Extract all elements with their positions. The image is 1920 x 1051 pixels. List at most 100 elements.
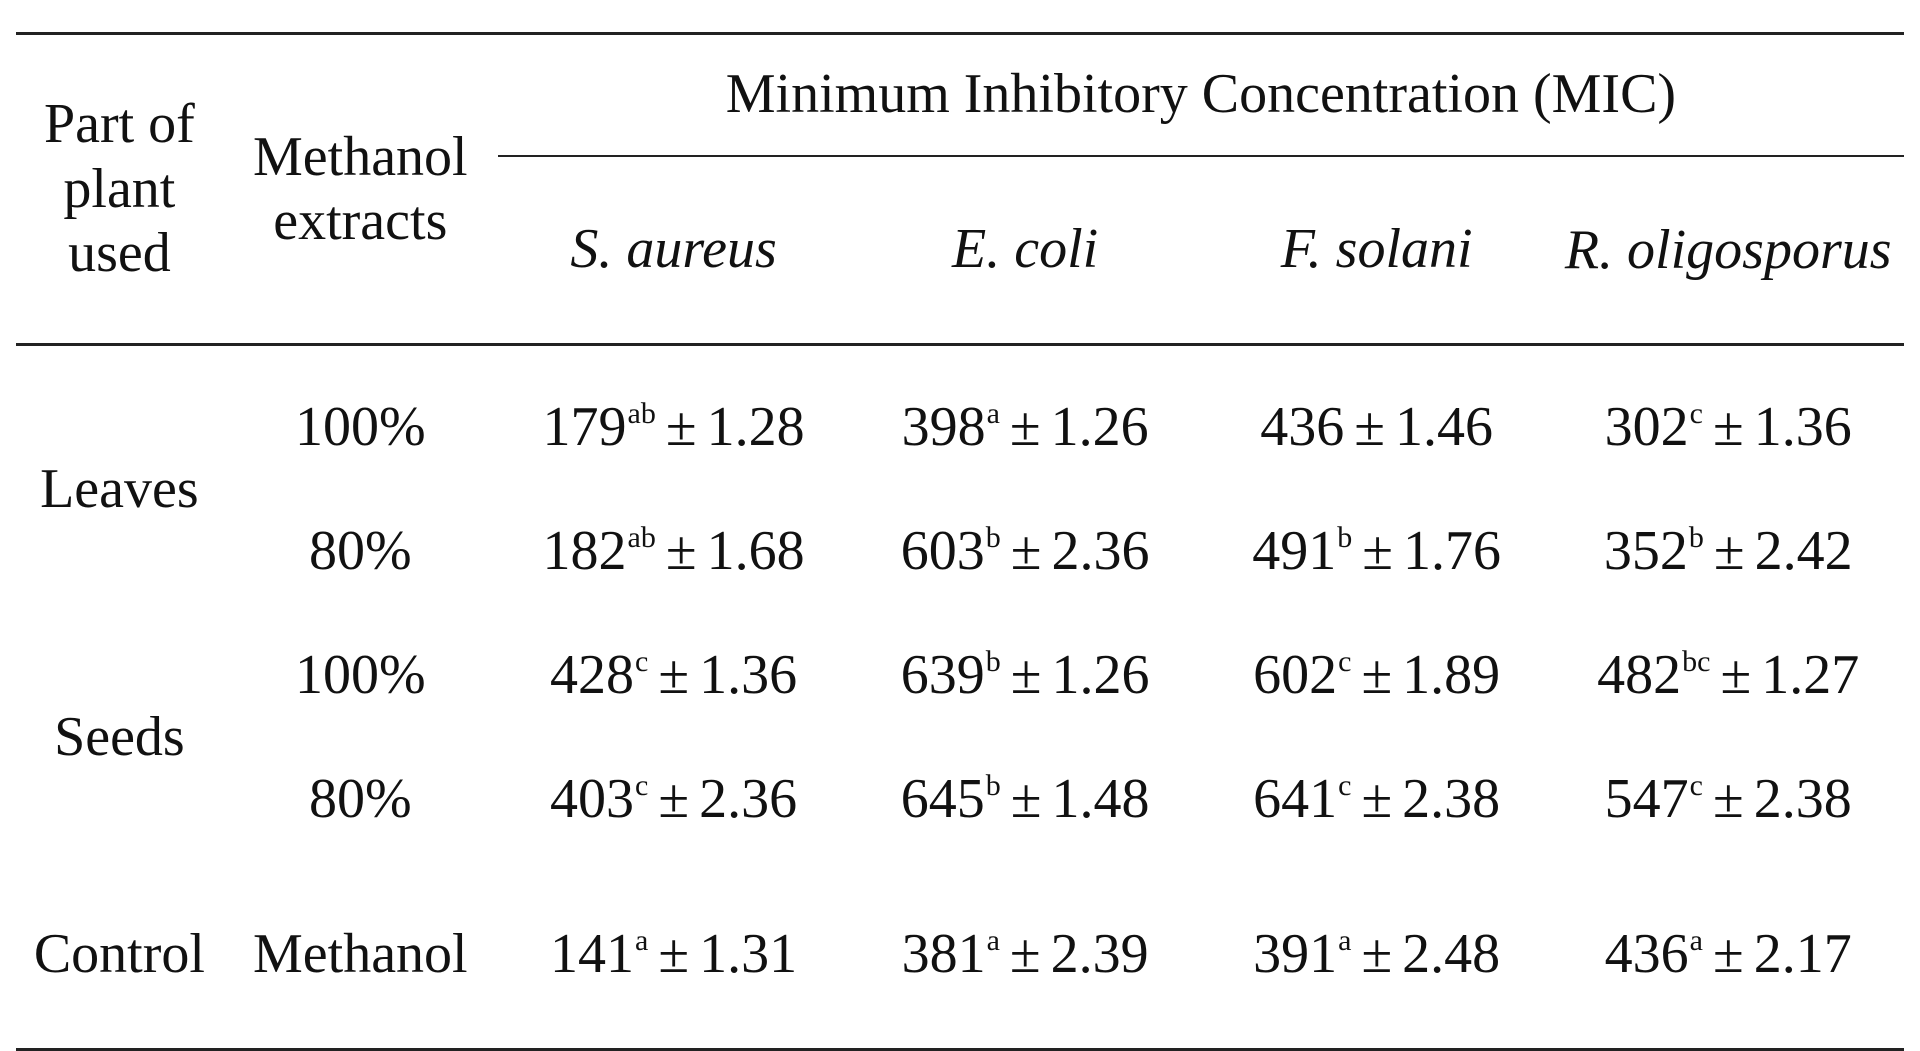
mic-value: 391 [1253, 923, 1338, 986]
mic-value-cell: 302c ±1.36 [1552, 345, 1904, 491]
mic-value: 141 [550, 923, 635, 986]
standard-deviation: 1.36 [699, 644, 798, 707]
mic-value: 179 [542, 396, 627, 459]
significance-letter: ab [627, 521, 656, 555]
plus-minus-sign: ± [1361, 768, 1393, 831]
table-header: Part of plant used Methanol extracts Min… [16, 33, 1904, 346]
plus-minus-sign: ± [1009, 923, 1041, 986]
plus-minus-sign: ± [1361, 644, 1393, 707]
header-row-1: Part of plant used Methanol extracts Min… [16, 33, 1904, 346]
mic-value: 381 [901, 923, 986, 986]
extract-cell: 80% [308, 520, 412, 583]
mic-table-container: Part of plant used Methanol extracts Min… [16, 32, 1904, 1051]
mic-value: 182 [542, 520, 627, 583]
standard-deviation: 1.46 [1395, 396, 1493, 459]
header-organism: S. aureus [570, 218, 777, 281]
table-row: Control Methanol 141a ±1.31 381a ±2.39 391a ±2.… [16, 862, 1904, 1051]
mic-value-cell: 398a ±1.26 [849, 345, 1201, 491]
mic-value: 436 [1604, 923, 1689, 986]
standard-deviation: 2.48 [1402, 923, 1501, 986]
mic-value-cell: 141a ±1.31 [497, 862, 850, 1051]
significance-letter: c [635, 645, 649, 679]
plus-minus-sign: ± [1362, 520, 1393, 583]
mic-value-cell: 491b ±1.76 [1201, 490, 1553, 614]
standard-deviation: 2.36 [1051, 520, 1150, 583]
plant-part-cell: Leaves [40, 458, 199, 521]
mic-value-cell: 391a ±2.48 [1200, 862, 1553, 1051]
mic-value-cell: 641c ±2.38 [1201, 738, 1553, 862]
table-row: Leaves 100% 179ab ±1.28 398a ±1.26 436 ±1.46 302… [16, 345, 1904, 520]
standard-deviation: 1.27 [1761, 644, 1860, 707]
plus-minus-sign: ± [658, 768, 690, 831]
mic-value: 352 [1603, 520, 1688, 583]
header-methanol-extracts: Methanol extracts [222, 33, 498, 346]
standard-deviation: 1.68 [706, 520, 805, 583]
mic-value: 491 [1252, 520, 1337, 583]
mic-value-cell: 179ab ±1.28 [498, 345, 850, 491]
plus-minus-sign: ± [665, 520, 697, 583]
standard-deviation: 2.38 [1402, 768, 1501, 831]
plus-minus-sign: ± [1720, 644, 1752, 707]
plus-minus-sign: ± [1713, 923, 1744, 986]
extract-cell: 80% [308, 768, 412, 831]
significance-letter: b [985, 521, 1001, 555]
header-organism: E. coli [952, 218, 1099, 281]
mic-value: 641 [1253, 768, 1338, 831]
significance-letter: c [1338, 769, 1352, 803]
mic-value-cell: 602c ±1.89 [1201, 614, 1553, 738]
table-row: 80% 403c ±2.36 645b ±1.48 641c ±2.38 547c ±2.38 [16, 738, 1904, 862]
plus-minus-sign: ± [1010, 644, 1042, 707]
significance-letter: c [635, 769, 649, 803]
significance-letter: a [1689, 924, 1703, 958]
significance-letter: b [1688, 521, 1704, 555]
header-part-of-plant: Part of plant used [16, 33, 223, 346]
standard-deviation: 2.39 [1050, 923, 1149, 986]
significance-letter: b [985, 645, 1001, 679]
mic-value: 302 [1604, 396, 1689, 459]
mic-value-cell: 403c ±2.36 [498, 738, 850, 862]
significance-letter: b [985, 769, 1001, 803]
plus-minus-sign: ± [1354, 396, 1385, 459]
significance-letter: c [1689, 397, 1703, 431]
significance-letter: a [986, 397, 1000, 431]
significance-letter: c [1338, 645, 1352, 679]
standard-deviation: 1.89 [1402, 644, 1501, 707]
mic-value-cell: 645b ±1.48 [849, 738, 1201, 862]
plus-minus-sign: ± [658, 644, 690, 707]
mic-value-cell: 603b ±2.36 [849, 490, 1201, 614]
mic-value-cell: 428c ±1.36 [498, 614, 850, 738]
standard-deviation: 1.36 [1753, 396, 1852, 459]
mic-value-cell: 482bc ±1.27 [1552, 614, 1904, 738]
plus-minus-sign: ± [658, 923, 690, 986]
standard-deviation: 2.36 [699, 768, 798, 831]
plus-minus-sign: ± [1713, 396, 1744, 459]
mic-value: 428 [550, 644, 635, 707]
significance-letter: a [635, 924, 649, 958]
table-row: 80% 182ab ±1.68 603b ±2.36 491b ±1.76 352b ±2.42 [16, 490, 1904, 614]
extract-cell: 100% [294, 396, 426, 459]
mic-value: 639 [900, 644, 985, 707]
header-organism: R. oligosporus [1564, 218, 1892, 281]
mic-value: 645 [900, 768, 985, 831]
standard-deviation: 2.38 [1753, 768, 1852, 831]
mic-value-cell: 182ab ±1.68 [498, 490, 850, 614]
header-row-2: S. aureus E. coli F. solani R. oligospor… [16, 156, 1904, 345]
standard-deviation: 1.48 [1051, 768, 1150, 831]
mic-value-cell: 381a ±2.39 [849, 862, 1201, 1051]
plus-minus-sign: ± [1009, 396, 1041, 459]
mic-value: 436 [1260, 396, 1345, 459]
header-organism: F. solani [1280, 218, 1473, 281]
significance-letter: b [1337, 521, 1353, 555]
significance-letter: bc [1682, 645, 1711, 679]
mic-value-cell: 547c ±2.38 [1552, 738, 1904, 862]
extract-cell: 100% [294, 644, 426, 707]
header-mic-title: Minimum Inhibitory Concentration (MIC) [497, 33, 1904, 157]
standard-deviation: 1.28 [706, 396, 805, 459]
mic-value: 602 [1253, 644, 1338, 707]
mic-value-cell: 436a ±2.17 [1552, 862, 1904, 1051]
mic-value: 403 [550, 768, 635, 831]
mic-value-cell: 639b ±1.26 [849, 614, 1201, 738]
mic-value-cell: 436 ±1.46 [1201, 345, 1553, 491]
plus-minus-sign: ± [1361, 923, 1393, 986]
standard-deviation: 2.42 [1754, 520, 1853, 583]
